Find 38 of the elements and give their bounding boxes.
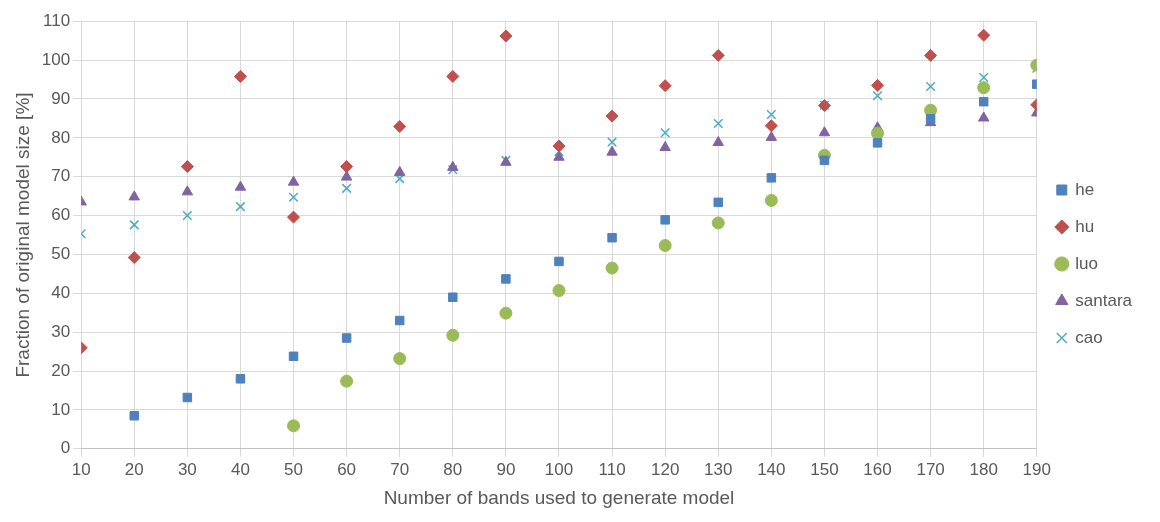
x-tick-label: 60 [337,459,357,479]
y-tick-label: 80 [51,127,71,147]
x-tick-label: 120 [650,459,680,479]
y-axis-title: Fraction of original model size [%] [11,92,33,378]
y-tick-label: 40 [51,283,71,302]
x-tick-label: 30 [177,459,197,479]
x-tick-label: 80 [443,459,463,479]
y-tick-label: 60 [51,205,71,225]
x-tick-label: 100 [544,459,574,479]
x-tick-label: 140 [757,459,786,479]
x-tick-label: 20 [124,459,144,479]
x-tick-label: 130 [704,459,733,479]
x-tick-label: 170 [916,459,945,479]
y-tick-label: 100 [41,49,71,69]
y-tick-label: 30 [51,321,71,341]
x-tick-label: 150 [810,459,839,479]
legend-label: cao [1075,327,1103,347]
y-tick-label: 90 [51,88,71,108]
y-tick-label: 50 [51,244,71,264]
x-tick-label: 180 [969,459,998,479]
legend-label: luo [1075,253,1098,273]
x-tick-label: 190 [1022,459,1051,479]
x-tick-label: 110 [598,459,626,479]
legend-label: santara [1075,290,1133,310]
x-tick-label: 90 [496,459,516,479]
x-tick-label: 10 [71,459,91,479]
y-tick-label: 70 [51,166,71,186]
legend-label: he [1075,179,1095,199]
x-tick-label: 160 [863,459,892,479]
x-tick-label: 40 [230,459,250,479]
y-tick-label: 20 [51,360,71,380]
x-axis-title: Number of bands used to generate model [383,486,735,508]
y-tick-label: 0 [60,438,71,458]
legend-label: hu [1075,216,1095,236]
x-tick-label: 50 [284,459,303,479]
x-tick-label: 70 [390,459,410,479]
y-tick-label: 10 [51,399,71,419]
y-tick-label: 110 [43,10,71,30]
